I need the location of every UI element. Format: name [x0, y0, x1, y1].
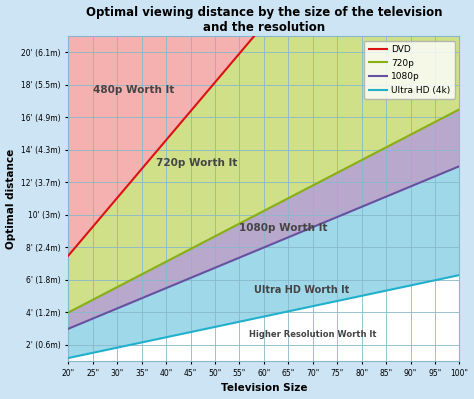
Text: Ultra HD Worth It: Ultra HD Worth It: [254, 285, 349, 295]
X-axis label: Television Size: Television Size: [221, 383, 307, 393]
Text: Higher Resolution Worth It: Higher Resolution Worth It: [249, 330, 377, 339]
Legend: DVD, 720p, 1080p, Ultra HD (4k): DVD, 720p, 1080p, Ultra HD (4k): [364, 41, 455, 99]
Text: 1080p Worth It: 1080p Worth It: [239, 223, 328, 233]
Text: 720p Worth It: 720p Worth It: [156, 158, 238, 168]
Text: 480p Worth It: 480p Worth It: [93, 85, 174, 95]
Title: Optimal viewing distance by the size of the television
and the resolution: Optimal viewing distance by the size of …: [86, 6, 442, 34]
Y-axis label: Optimal distance: Optimal distance: [6, 148, 16, 249]
